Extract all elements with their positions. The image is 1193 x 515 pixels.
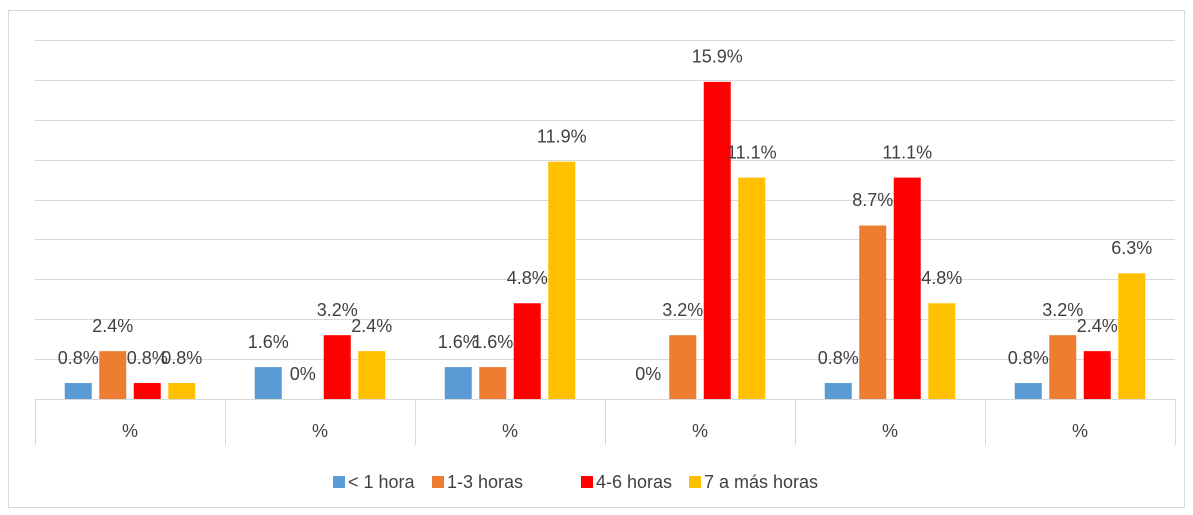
bar bbox=[1083, 351, 1111, 399]
legend-label: 7 a más horas bbox=[704, 472, 818, 492]
x-tick-label: % bbox=[882, 421, 898, 441]
bar bbox=[513, 303, 541, 399]
legend-label: 1-3 horas bbox=[447, 472, 523, 492]
data-label: 2.4% bbox=[92, 316, 133, 336]
data-label: 11.9% bbox=[537, 126, 587, 146]
bar bbox=[1014, 383, 1042, 399]
bar bbox=[479, 367, 507, 399]
bar bbox=[548, 161, 576, 399]
bar bbox=[1049, 335, 1077, 399]
bar bbox=[444, 367, 472, 399]
data-label: 2.4% bbox=[351, 316, 392, 336]
chart-border bbox=[8, 10, 1185, 508]
bar bbox=[254, 367, 282, 399]
data-label: 0.8% bbox=[58, 348, 99, 368]
x-tick-label: % bbox=[1072, 421, 1088, 441]
data-label: 1.6% bbox=[472, 332, 513, 352]
data-label: 0% bbox=[635, 364, 661, 384]
data-label: 3.2% bbox=[1042, 300, 1083, 320]
data-label: 6.3% bbox=[1111, 238, 1152, 258]
bar bbox=[1118, 273, 1146, 399]
data-label: 11.1% bbox=[727, 142, 777, 162]
data-label: 3.2% bbox=[317, 300, 358, 320]
data-label: 8.7% bbox=[852, 190, 893, 210]
data-label: 2.4% bbox=[1077, 316, 1118, 336]
bar bbox=[64, 383, 92, 399]
data-label: 0% bbox=[290, 364, 316, 384]
bar bbox=[323, 335, 351, 399]
data-label: 4.8% bbox=[507, 268, 548, 288]
data-label: 3.2% bbox=[662, 300, 703, 320]
legend-swatch bbox=[432, 476, 444, 488]
data-label: 11.1% bbox=[882, 142, 932, 162]
legend-label: < 1 hora bbox=[348, 472, 416, 492]
data-label: 1.6% bbox=[438, 332, 479, 352]
x-tick-label: % bbox=[502, 421, 518, 441]
bar bbox=[99, 351, 127, 399]
data-label: 1.6% bbox=[248, 332, 289, 352]
data-label: 0.8% bbox=[127, 348, 168, 368]
data-label: 4.8% bbox=[921, 268, 962, 288]
bar bbox=[859, 225, 887, 399]
x-tick-label: % bbox=[692, 421, 708, 441]
data-label: 0.8% bbox=[818, 348, 859, 368]
data-label: 0.8% bbox=[161, 348, 202, 368]
bar bbox=[669, 335, 697, 399]
bar bbox=[703, 81, 731, 399]
bar bbox=[738, 177, 766, 399]
bar bbox=[893, 177, 921, 399]
legend-swatch bbox=[333, 476, 345, 488]
x-tick-label: % bbox=[312, 421, 328, 441]
bar bbox=[168, 383, 196, 399]
legend-label: 4-6 horas bbox=[596, 472, 672, 492]
x-tick-label: % bbox=[122, 421, 138, 441]
bar bbox=[824, 383, 852, 399]
bar bbox=[928, 303, 956, 399]
bar bbox=[133, 383, 161, 399]
bar bbox=[358, 351, 386, 399]
data-label: 0.8% bbox=[1008, 348, 1049, 368]
legend-swatch bbox=[689, 476, 701, 488]
data-label: 15.9% bbox=[692, 47, 743, 67]
legend-swatch bbox=[581, 476, 593, 488]
